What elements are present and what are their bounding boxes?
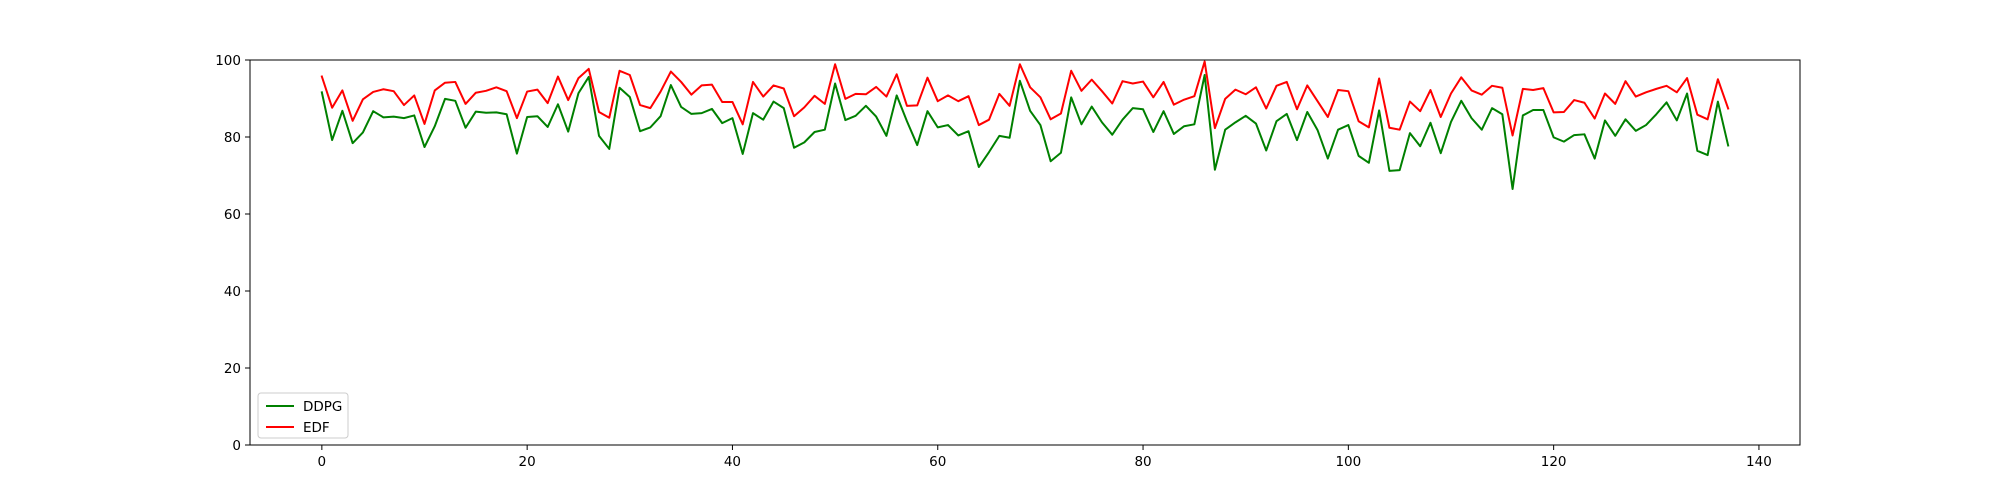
x-tick-label: 120	[1541, 454, 1567, 470]
y-tick-label: 20	[224, 361, 241, 377]
axes-frame	[249, 59, 1801, 446]
x-tick-label: 140	[1746, 454, 1772, 470]
y-tick-label: 40	[224, 284, 241, 300]
x-tick-label: 100	[1335, 454, 1361, 470]
x-tick-label: 80	[1134, 454, 1151, 470]
series-line-edf	[320, 60, 1730, 137]
y-tick-label: 0	[232, 438, 241, 454]
series-line-ddpg	[320, 74, 1730, 190]
series-layer	[320, 60, 1730, 190]
axes-layer: 0 20 40 60 80 100 120 140 0 20 40 60 80 100	[215, 53, 1801, 470]
legend: DDPG EDF	[257, 392, 349, 439]
x-tick-label: 60	[929, 454, 946, 470]
y-tick-label: 80	[224, 130, 241, 146]
legend-label-ddpg: DDPG	[303, 399, 342, 415]
x-tick-label: 40	[724, 454, 741, 470]
legend-label-edf: EDF	[303, 420, 330, 436]
y-tick-label: 60	[224, 207, 241, 223]
y-tick-label: 100	[215, 53, 241, 69]
x-tick-label: 0	[318, 454, 327, 470]
x-tick-label: 20	[519, 454, 536, 470]
